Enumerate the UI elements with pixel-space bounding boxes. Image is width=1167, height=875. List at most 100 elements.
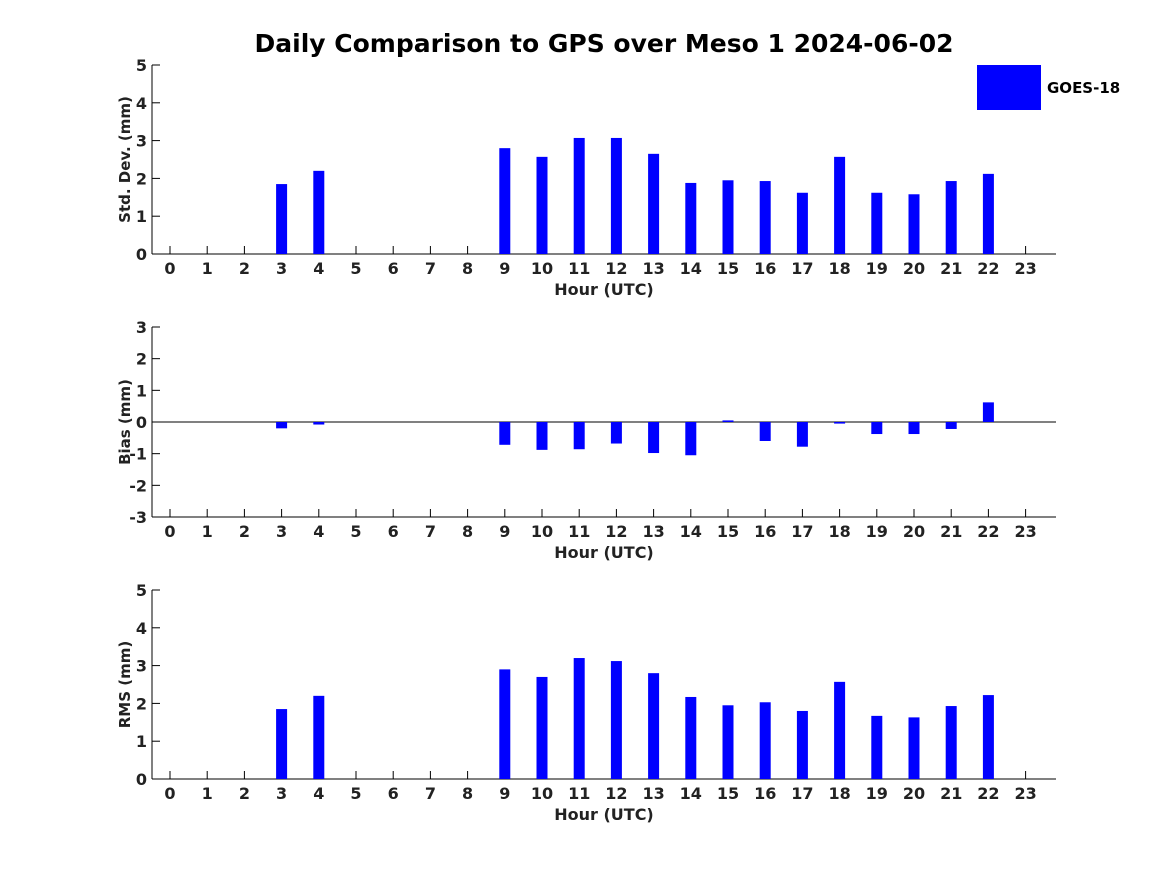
bar bbox=[648, 153, 660, 254]
y-tick-label: 0 bbox=[136, 770, 147, 789]
bar bbox=[276, 709, 288, 779]
bar bbox=[796, 710, 808, 779]
bar bbox=[871, 422, 883, 435]
y-tick-label: 3 bbox=[136, 132, 147, 151]
x-tick-label: 20 bbox=[903, 259, 925, 278]
bar bbox=[685, 182, 697, 254]
x-tick-label: 12 bbox=[605, 522, 627, 541]
y-tick-label: -2 bbox=[129, 476, 147, 495]
bar bbox=[871, 192, 883, 254]
x-tick-label: 13 bbox=[642, 522, 664, 541]
x-tick-label: 5 bbox=[350, 522, 361, 541]
x-tick-label: 23 bbox=[1014, 259, 1036, 278]
x-tick-label: 0 bbox=[164, 784, 175, 803]
bar bbox=[908, 717, 920, 779]
x-tick-label: 5 bbox=[350, 259, 361, 278]
x-tick-label: 4 bbox=[313, 784, 324, 803]
x-tick-label: 16 bbox=[754, 522, 776, 541]
bar bbox=[648, 673, 660, 779]
x-tick-label: 9 bbox=[499, 784, 510, 803]
x-tick-label: 17 bbox=[791, 784, 813, 803]
x-tick-label: 0 bbox=[164, 522, 175, 541]
bar bbox=[648, 422, 660, 454]
x-tick-label: 6 bbox=[388, 259, 399, 278]
bar bbox=[499, 669, 511, 779]
bar bbox=[871, 715, 883, 779]
x-tick-label: 5 bbox=[350, 784, 361, 803]
x-tick-label: 12 bbox=[605, 259, 627, 278]
x-tick-label: 22 bbox=[977, 784, 999, 803]
x-tick-label: 15 bbox=[717, 522, 739, 541]
y-tick-label: -1 bbox=[129, 445, 147, 464]
x-tick-label: 10 bbox=[531, 259, 553, 278]
x-tick-label: 2 bbox=[239, 522, 250, 541]
x-tick-label: 14 bbox=[680, 784, 702, 803]
x-tick-label: 7 bbox=[425, 784, 436, 803]
y-tick-label: 4 bbox=[136, 94, 147, 113]
y-tick-label: 1 bbox=[136, 207, 147, 226]
x-tick-label: 22 bbox=[977, 259, 999, 278]
bar bbox=[610, 661, 622, 779]
y-axis-label: Bias (mm) bbox=[116, 379, 134, 465]
x-tick-label: 6 bbox=[388, 522, 399, 541]
bar bbox=[573, 137, 585, 254]
bar bbox=[834, 681, 846, 779]
y-tick-label: 0 bbox=[136, 245, 147, 264]
x-tick-label: 19 bbox=[866, 259, 888, 278]
y-tick-label: 3 bbox=[136, 657, 147, 676]
bar bbox=[982, 402, 994, 422]
x-tick-label: 1 bbox=[202, 522, 213, 541]
bar bbox=[945, 422, 957, 429]
x-tick-label: 16 bbox=[754, 259, 776, 278]
legend-swatch bbox=[977, 65, 1041, 110]
x-tick-label: 3 bbox=[276, 259, 287, 278]
bar bbox=[685, 422, 697, 456]
x-tick-label: 8 bbox=[462, 784, 473, 803]
x-tick-label: 6 bbox=[388, 784, 399, 803]
bar bbox=[536, 676, 548, 779]
x-tick-label: 4 bbox=[313, 259, 324, 278]
bar bbox=[945, 181, 957, 254]
bar bbox=[536, 422, 548, 450]
x-tick-label: 0 bbox=[164, 259, 175, 278]
x-tick-label: 1 bbox=[202, 259, 213, 278]
x-tick-label: 10 bbox=[531, 784, 553, 803]
y-tick-label: 4 bbox=[136, 619, 147, 638]
bar bbox=[982, 173, 994, 254]
x-tick-label: 18 bbox=[828, 259, 850, 278]
x-tick-label: 15 bbox=[717, 784, 739, 803]
x-tick-label: 17 bbox=[791, 259, 813, 278]
y-axis-label: Std. Dev. (mm) bbox=[116, 96, 134, 223]
legend-label: GOES-18 bbox=[1047, 79, 1120, 97]
x-tick-label: 11 bbox=[568, 784, 590, 803]
y-tick-label: 0 bbox=[136, 413, 147, 432]
x-tick-label: 21 bbox=[940, 784, 962, 803]
bar bbox=[499, 148, 511, 254]
x-tick-label: 7 bbox=[425, 259, 436, 278]
x-tick-label: 2 bbox=[239, 259, 250, 278]
x-tick-label: 2 bbox=[239, 784, 250, 803]
bar bbox=[759, 702, 771, 779]
x-axis-label: Hour (UTC) bbox=[554, 805, 654, 824]
x-tick-label: 4 bbox=[313, 522, 324, 541]
x-tick-label: 13 bbox=[642, 259, 664, 278]
x-tick-label: 11 bbox=[568, 522, 590, 541]
x-tick-label: 1 bbox=[202, 784, 213, 803]
bar bbox=[276, 184, 288, 254]
bar bbox=[908, 194, 920, 254]
x-tick-label: 22 bbox=[977, 522, 999, 541]
x-axis-label: Hour (UTC) bbox=[554, 280, 654, 299]
x-tick-label: 9 bbox=[499, 259, 510, 278]
bar bbox=[759, 181, 771, 254]
x-tick-label: 13 bbox=[642, 784, 664, 803]
y-tick-label: 5 bbox=[136, 581, 147, 600]
y-tick-label: 3 bbox=[136, 318, 147, 337]
chart-title: Daily Comparison to GPS over Meso 1 2024… bbox=[255, 29, 954, 58]
bar bbox=[610, 137, 622, 254]
bar bbox=[276, 422, 288, 429]
y-tick-label: -3 bbox=[129, 508, 147, 527]
